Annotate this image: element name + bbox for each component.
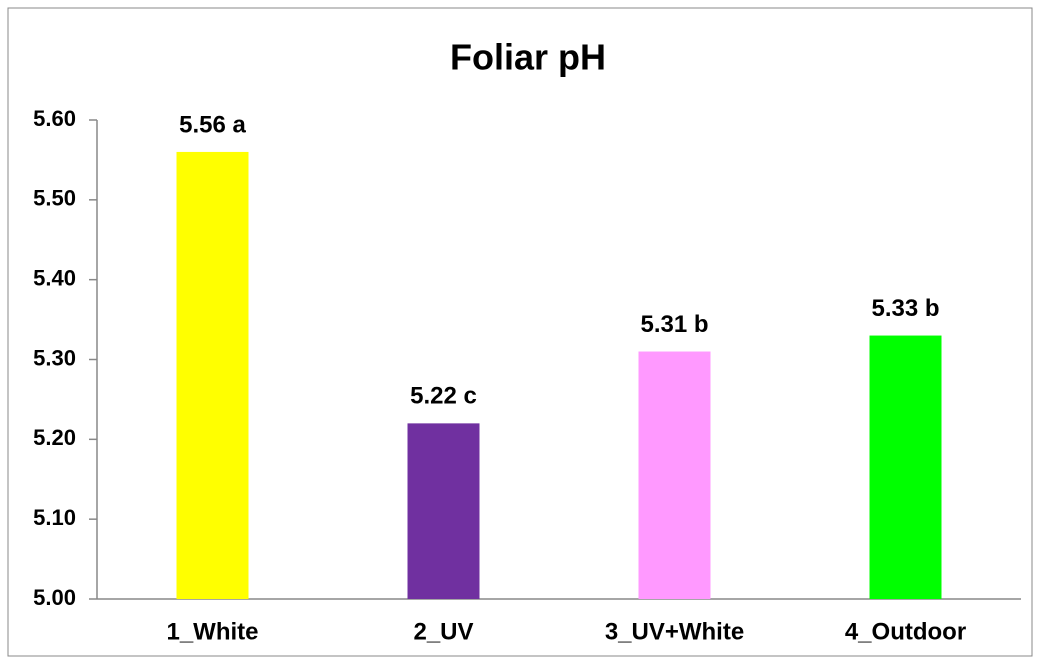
x-tick-label: 1_White — [166, 618, 258, 645]
x-tick-label: 4_Outdoor — [845, 618, 966, 645]
data-label: 5.56 a — [179, 111, 246, 138]
bar — [407, 423, 480, 599]
y-tick-label: 5.50 — [33, 186, 76, 211]
bar — [869, 335, 942, 599]
y-tick-label: 5.40 — [33, 265, 76, 290]
y-tick-label: 5.00 — [33, 585, 76, 610]
data-label: 5.22 c — [410, 383, 477, 410]
data-label: 5.33 b — [871, 295, 939, 322]
x-tick-label: 2_UV — [413, 618, 473, 645]
bar — [638, 351, 711, 599]
y-tick-label: 5.30 — [33, 345, 76, 370]
data-label: 5.31 b — [640, 311, 708, 338]
y-tick-label: 5.60 — [33, 106, 76, 131]
y-tick-label: 5.20 — [33, 425, 76, 450]
x-tick-label: 3_UV+White — [605, 618, 744, 645]
y-tick-label: 5.10 — [33, 505, 76, 530]
bar — [176, 151, 249, 599]
chart-title: Foliar pH — [450, 37, 606, 78]
